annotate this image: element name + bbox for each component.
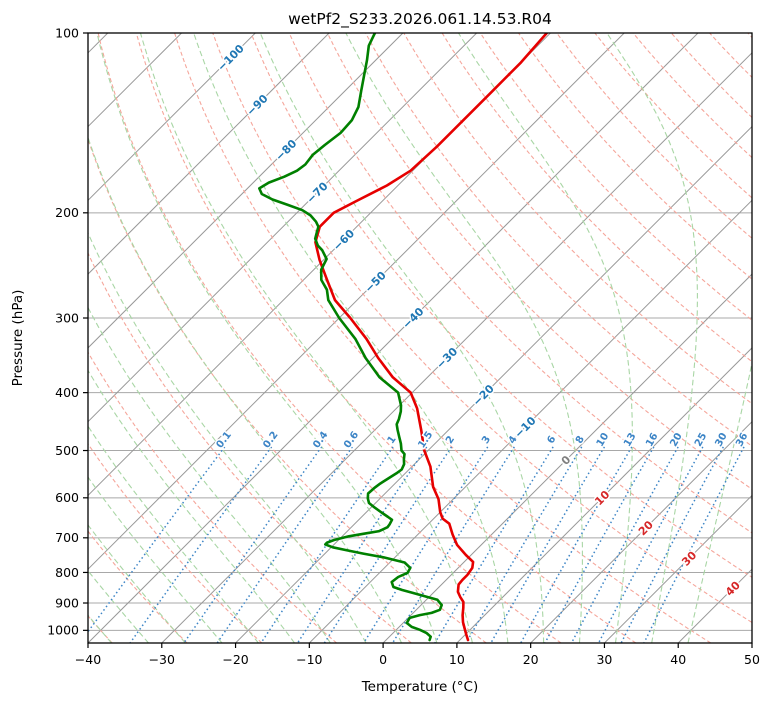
moist-adiabat	[88, 425, 259, 643]
mixing-ratio-line	[363, 446, 489, 643]
moist-adiabat	[139, 33, 473, 643]
dry-adiabat	[632, 33, 752, 159]
x-tick-label: 20	[523, 652, 539, 667]
isotherm-line	[456, 347, 752, 643]
x-tick-label: 40	[670, 652, 686, 667]
x-tick-label: 30	[596, 652, 612, 667]
y-tick-label: 400	[55, 385, 79, 400]
y-tick-label: 900	[55, 595, 79, 610]
moist-adiabat	[88, 524, 186, 643]
moist-adiabat	[458, 33, 633, 643]
mixing-ratio-line	[88, 446, 226, 633]
x-tick-label: −20	[222, 652, 248, 667]
isotherm-line	[382, 273, 752, 643]
mixing-ratio-line	[129, 446, 273, 643]
dry-adiabat	[326, 33, 752, 490]
isotherm-line	[88, 33, 478, 423]
isotherm-lines	[88, 33, 752, 643]
y-tick-label: 300	[55, 310, 79, 325]
moist-adiabat-lines	[88, 33, 752, 643]
moist-adiabat	[88, 306, 331, 643]
x-axis-label: Temperature (°C)	[361, 679, 479, 695]
mixing-ratio-line	[323, 446, 453, 643]
moist-adiabat	[88, 369, 295, 643]
mixing-ratio-line	[183, 446, 323, 643]
mixing-ratio-line	[520, 446, 633, 643]
dry-adiabat	[88, 137, 487, 643]
moist-adiabat	[606, 33, 698, 643]
mixing-ratio-line	[260, 446, 394, 643]
moist-adiabat	[88, 135, 403, 643]
dry-adiabat	[365, 33, 752, 447]
dry-adiabat	[88, 442, 263, 643]
y-tick-label: 200	[55, 205, 79, 220]
isotherm-line	[604, 494, 752, 643]
dry-adiabat	[97, 33, 562, 643]
moist-adiabat	[259, 33, 545, 643]
y-tick-label: 800	[55, 565, 79, 580]
y-tick-label: 600	[55, 490, 79, 505]
y-tick-label: 100	[55, 25, 79, 40]
x-tick-label: −10	[296, 652, 322, 667]
isotherm-line	[88, 33, 625, 570]
y-tick-label: 700	[55, 530, 79, 545]
mixing-ratio-line	[570, 446, 679, 643]
x-tick-label: 0	[379, 652, 387, 667]
y-tick-label: 500	[55, 443, 79, 458]
x-tick-label: 50	[744, 652, 760, 667]
mixing-ratio-line	[216, 446, 353, 643]
isotherm-line	[88, 33, 699, 643]
x-tick-label: 10	[449, 652, 465, 667]
x-tick-label: −40	[75, 652, 101, 667]
dry-adiabat	[88, 351, 337, 643]
isotherm-line	[88, 33, 330, 275]
moist-adiabat	[88, 231, 367, 643]
mixing-ratio-line	[544, 446, 655, 643]
dewpoint-curve	[257, 33, 444, 642]
mixing-ratio-line	[465, 446, 583, 643]
moist-adiabat	[88, 476, 223, 643]
x-tick-label: −30	[149, 652, 175, 667]
dry-adiabat	[288, 33, 752, 534]
y-tick-label: 1000	[47, 623, 79, 638]
chart-title: wetPf2_S233.2026.061.14.53.R04	[288, 10, 552, 29]
plot-border	[87, 32, 753, 644]
mixing-ratio-line	[597, 446, 704, 643]
mixing-ratio-line	[296, 446, 428, 643]
isotherm-line	[161, 52, 752, 643]
isotherm-line	[88, 33, 404, 349]
temperature-curve	[314, 33, 549, 642]
dry-adiabat	[135, 33, 637, 643]
isotherm-line	[530, 420, 752, 643]
mixing-ratio-lines	[88, 446, 745, 643]
dry-adiabat	[174, 33, 711, 643]
moist-adiabat	[96, 33, 438, 643]
y-axis-label: Pressure (hPa)	[10, 290, 26, 387]
x-axis-ticks: −40 −30 −20 −10 0 10 20 30 40 50	[75, 643, 760, 667]
dry-adiabat	[212, 33, 752, 624]
moist-adiabat	[687, 360, 752, 643]
y-axis-ticks: 100 200 300 400 500 600 700 800 900 1000	[47, 25, 88, 638]
dry-adiabat	[250, 33, 752, 578]
isotherm-line	[235, 125, 752, 643]
dry-adiabat-lines	[88, 33, 752, 643]
moist-adiabat	[193, 33, 509, 643]
isotherm-line	[88, 33, 256, 202]
